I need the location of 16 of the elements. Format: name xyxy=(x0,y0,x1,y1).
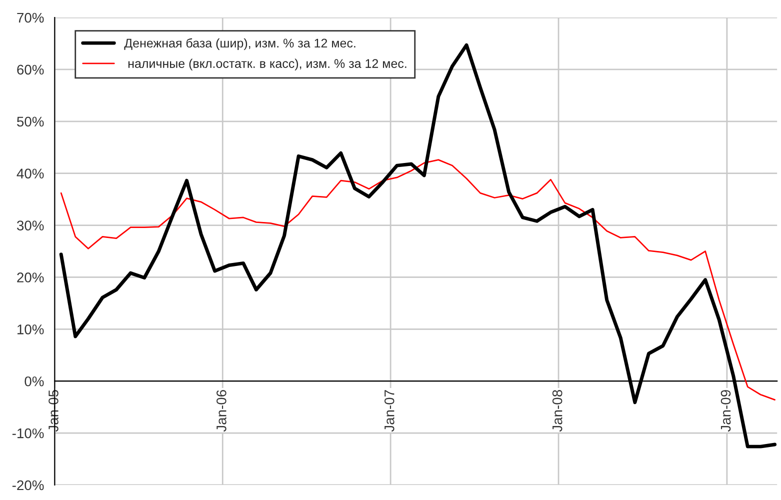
legend-label: Денежная база (шир), изм. % за 12 мес. xyxy=(124,38,356,50)
y-tick-label: 70% xyxy=(17,12,44,23)
x-tick-label: Jan-09 xyxy=(720,390,731,432)
x-tick-label: Jan-07 xyxy=(384,390,394,432)
y-tick-label: 40% xyxy=(16,168,44,179)
y-tick-label: 30% xyxy=(16,220,44,230)
x-tick-label: Jan-08 xyxy=(552,390,562,432)
y-tick-label: 50% xyxy=(17,116,44,127)
y-tick-label: -10% xyxy=(12,428,44,438)
y-tick-label: -20% xyxy=(12,480,44,490)
x-tick-label: Jan-06 xyxy=(216,390,226,432)
legend-label: наличные (вкл.остатк. в касс), изм. % за 12 мес. xyxy=(128,58,406,70)
y-tick-label: 60% xyxy=(17,64,44,75)
y-tick-label: 10% xyxy=(18,324,44,334)
y-tick-label: 20% xyxy=(17,272,44,282)
y-tick-label: 0% xyxy=(24,376,44,386)
